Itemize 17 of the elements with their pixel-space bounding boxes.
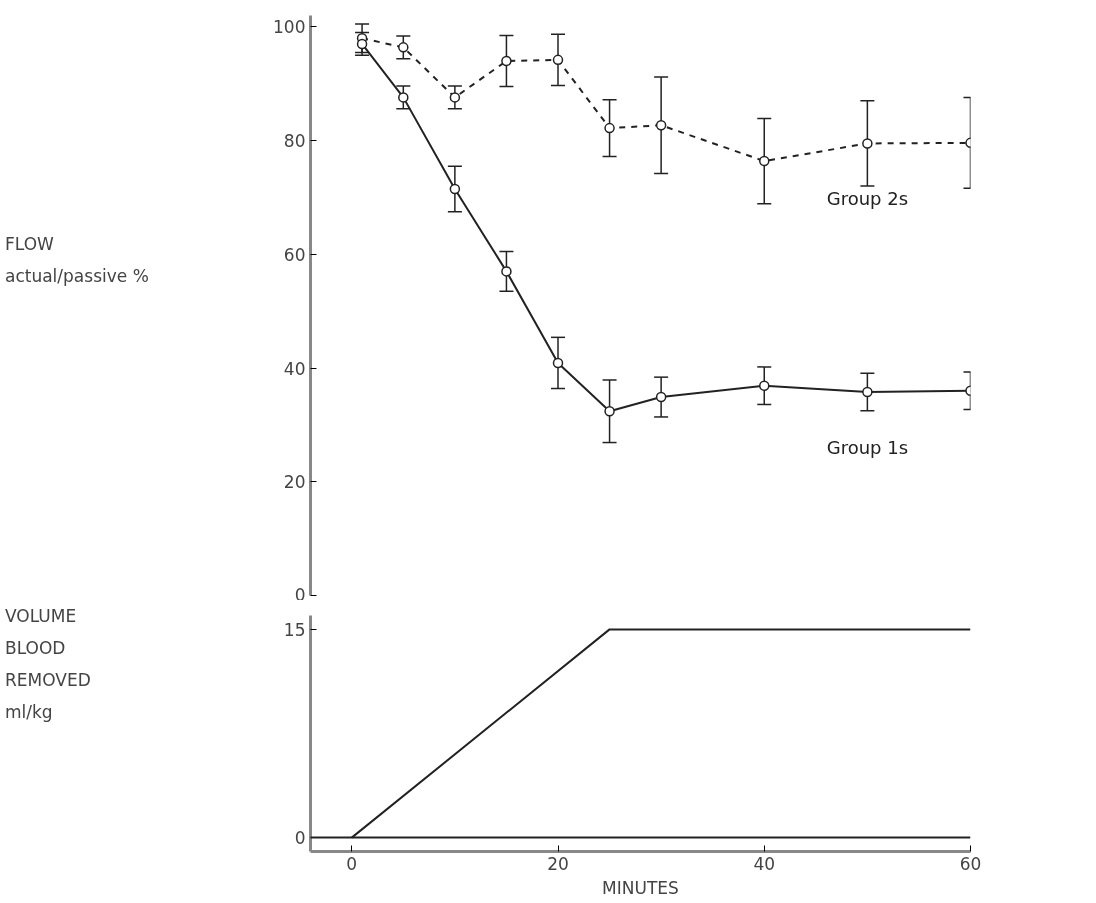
y-tick-label: 80 [283,131,306,152]
y-tick-label: 0 [294,584,306,605]
text: Group 2s [826,188,909,210]
y-tick-label: 60 [283,244,306,265]
y-tick-label: 100 [273,17,306,38]
y-tick-label: 15 [283,619,306,640]
x-tick-label: 20 [547,853,569,874]
x-tick-label: 0 [346,853,358,874]
y-axis-title: FLOW actual/passive % [5,233,149,288]
y-tick-label: 20 [283,472,306,493]
x-axis-title: MINUTES [602,877,679,898]
y-tick-label: 0 [294,828,306,849]
y-axis-title: VOLUME BLOOD REMOVED ml/kg [5,605,91,724]
x-tick-label: 40 [753,853,776,874]
x-tick-label: 60 [959,853,982,874]
text: Group 1s [826,436,909,458]
y-tick-label: 40 [283,358,306,379]
